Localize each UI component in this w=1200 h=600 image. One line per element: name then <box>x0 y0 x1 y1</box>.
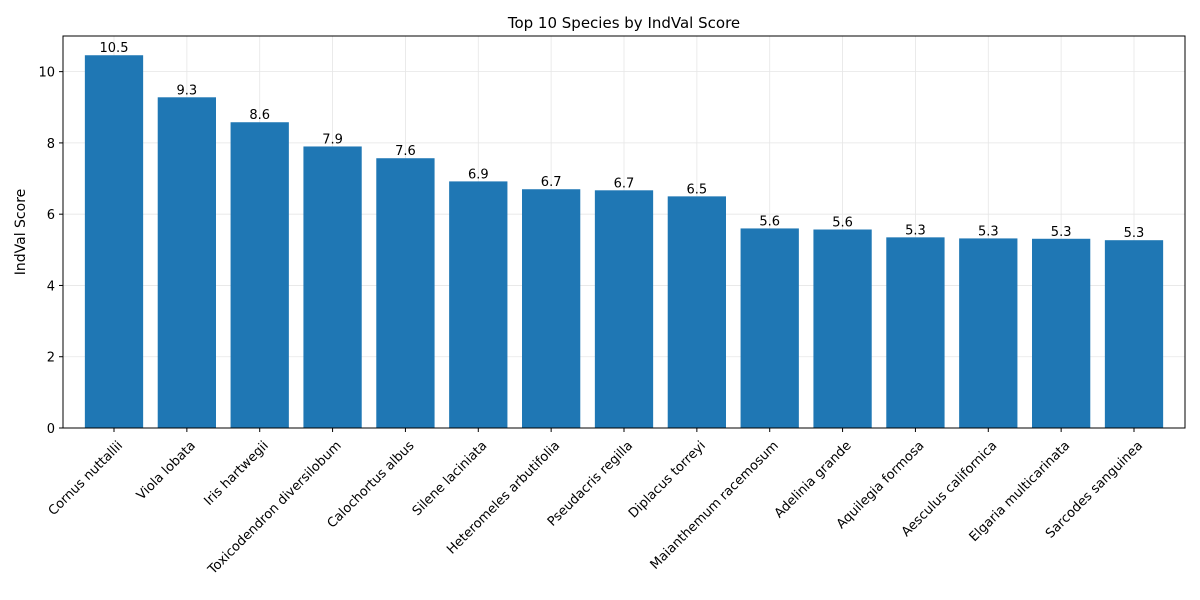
bar <box>84 55 144 428</box>
bar-value-label: 7.9 <box>322 132 343 147</box>
bar <box>959 238 1018 428</box>
bar-value-label: 5.3 <box>1051 225 1072 240</box>
y-tick-label: 2 <box>47 351 55 366</box>
bar-value-label: 6.9 <box>468 167 489 182</box>
x-tick-label: Toxicodendron diversilobum <box>205 438 345 578</box>
bar <box>886 237 945 428</box>
x-tick-label: Adelinia grande <box>772 438 855 521</box>
bar <box>157 97 216 428</box>
bar-value-label: 5.6 <box>759 214 780 229</box>
y-tick-label: 10 <box>38 66 55 81</box>
y-tick-label: 0 <box>47 422 55 437</box>
y-tick-label: 4 <box>47 279 55 294</box>
x-tick-label: Silene laciniata <box>410 438 491 519</box>
bar-value-label: 9.3 <box>177 83 198 98</box>
x-tick-label: Viola lobata <box>134 438 199 503</box>
bar-value-label: 5.3 <box>1124 226 1145 241</box>
bar-value-label: 5.3 <box>905 223 926 238</box>
plot-frame <box>62 35 1186 429</box>
bar-value-label: 5.3 <box>978 224 999 239</box>
bar-layer: 10.5 9.3 8.6 7.9 7.6 6.9 6.7 6.7 6.5 5.6 5.6 5.3 5.3… <box>84 41 1164 429</box>
bar <box>303 146 362 429</box>
bar <box>1104 240 1164 428</box>
x-tick-label: Cornus nuttallii <box>46 438 126 518</box>
bar <box>1032 238 1091 428</box>
bar-value-label: 6.7 <box>541 175 562 190</box>
bar-value-label: 7.6 <box>395 144 416 159</box>
x-tick-label: Iris hartwegii <box>201 438 271 508</box>
bar <box>594 190 654 428</box>
y-axis-label: IndVal Score <box>13 189 29 276</box>
y-tick-label: 8 <box>47 137 55 152</box>
bar <box>376 158 435 428</box>
x-tick-label: Diplacus torreyi <box>626 438 709 521</box>
bar <box>740 228 799 428</box>
y-tick-label: 6 <box>47 208 55 223</box>
bar-value-label: 10.5 <box>100 41 129 56</box>
bar <box>813 229 872 428</box>
bar <box>522 189 581 428</box>
bar <box>667 196 726 428</box>
bar-value-label: 5.6 <box>832 216 853 231</box>
bar <box>449 181 508 428</box>
x-tick-label: Maianthemum racemosum <box>648 438 782 572</box>
bar-value-label: 6.5 <box>687 182 708 197</box>
bar-value-label: 8.6 <box>249 108 270 123</box>
chart-title: Top 10 Species by IndVal Score <box>507 14 740 32</box>
bar-value-label: 6.7 <box>614 176 635 191</box>
bar <box>230 122 289 429</box>
